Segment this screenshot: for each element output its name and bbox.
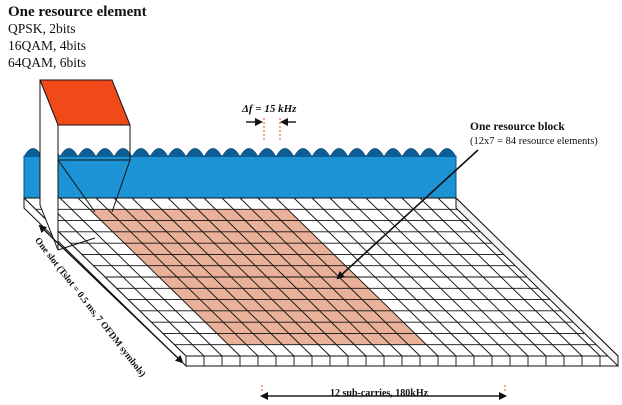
subcarrier-spacing-marker: [246, 118, 296, 140]
resource-grid-lines: [23, 197, 619, 357]
resource-element-front-face: [57, 124, 131, 161]
subcarrier-bump: [293, 148, 313, 158]
subcarrier-spacing-label: Δf = 15 kHz: [242, 103, 297, 115]
subcarrier-axis-label: 12 sub-carries, 180kHz: [330, 388, 429, 399]
resource-block-pointer-arrow: [336, 149, 479, 280]
subcarrier-bump: [437, 148, 457, 158]
subcarrier-bump: [347, 148, 367, 158]
resource-element-leader-c: [57, 237, 96, 251]
subcarrier-bump: [203, 148, 223, 158]
resource-grid-front-edge: [23, 196, 619, 368]
subcarrier-bump: [167, 148, 187, 158]
subcarrier-bump: [95, 148, 115, 158]
subcarrier-bump: [401, 148, 421, 158]
subcarrier-bump: [419, 148, 439, 158]
subcarrier-bump: [311, 148, 331, 158]
subcarrier-bump: [275, 148, 295, 158]
resource-element-title: One resource element: [8, 4, 147, 20]
subcarrier-bump: [131, 148, 151, 158]
modulation-line-16qam: 16QAM, 4bits: [8, 38, 87, 53]
resource-block-title: One resource block: [470, 121, 565, 133]
subcarrier-bump: [239, 148, 259, 158]
resource-element-leader-a: [57, 159, 96, 213]
subcarrier-bump: [383, 148, 403, 158]
subcarrier-bump: [329, 148, 349, 158]
modulation-line-qpsk: QPSK, 2bits: [8, 21, 76, 36]
subcarrier-bump: [365, 148, 385, 158]
subcarrier-bump: [77, 148, 97, 158]
subcarrier-bumps: [23, 148, 457, 158]
subcarrier-band-body: [23, 155, 457, 199]
subcarrier-bump: [23, 148, 43, 158]
subcarrier-band: [23, 148, 457, 199]
subcarrier-bump: [149, 148, 169, 158]
slot-axis-arrow-back: [38, 224, 183, 363]
subcarrier-bump: [257, 148, 277, 158]
resource-block-detail: (12x7 = 84 resource elements): [470, 136, 598, 147]
resource-element-block: [39, 79, 131, 251]
subcarrier-bump: [221, 148, 241, 158]
subcarrier-bump: [59, 148, 79, 158]
subcarrier-bump: [185, 148, 205, 158]
grid-side-strip: [455, 196, 619, 368]
modulation-line-64qam: 64QAM, 6bits: [8, 55, 87, 70]
grid-left-strip: [23, 196, 187, 368]
resource-element-leader-b: [111, 159, 131, 213]
